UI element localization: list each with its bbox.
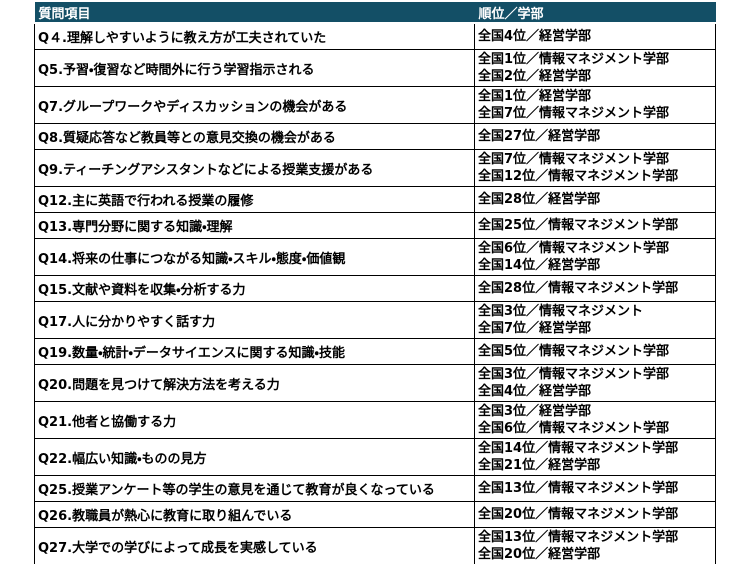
rank-line: 全国1位／経営学部 xyxy=(478,89,592,104)
table-row: Q13.専門分野に関する知識・理解 全国25位／情報マネジメント学部 xyxy=(34,212,716,239)
table-row: Q26.教職員が熱心に教育に取り組んでいる 全国20位／情報マネジメント学部 xyxy=(34,501,716,528)
question-cell: Q21.他者と協働する力 xyxy=(34,401,475,439)
table-row: Q19.数量・統計・データサイエンスに関する知識・技能 全国5位／情報マネジメント… xyxy=(34,338,716,365)
question-cell: Q20.問題を見つけて解決方法を考える力 xyxy=(34,364,475,402)
rank-cell: 全国1位／情報マネジメント学部 全国2位／経営学部 xyxy=(474,49,716,87)
rank-line: 全国28位／情報マネジメント学部 xyxy=(478,281,679,296)
rank-cell: 全国25位／情報マネジメント学部 xyxy=(474,212,716,239)
rank-cell: 全国6位／情報マネジメント学部 全国14位／経営学部 xyxy=(474,238,716,276)
rank-cell: 全国20位／情報マネジメント学部 xyxy=(474,501,716,528)
rank-cell: 全国1位／経営学部全国7位／情報マネジメント学部 xyxy=(474,86,716,124)
question-cell: Q17.人に分かりやすく話す力 xyxy=(34,301,475,339)
rank-cell: 全国7位／情報マネジメント学部 全国12位／情報マネジメント学部 xyxy=(474,149,716,187)
rank-line: 全国13位／情報マネジメント学部 xyxy=(478,481,679,496)
table-row: Q9.ティーチングアシスタントなどによる授業支援がある 全国7位／情報マネジメント… xyxy=(34,149,716,187)
question-cell: Q7.グループワークやディスカッションの機会がある xyxy=(34,86,475,124)
table-row: Q17.人に分かりやすく話す力 全国3位／情報マネジメント 全国7位／経営学部 xyxy=(34,301,716,339)
header-question-col: 質問項目 xyxy=(34,2,475,24)
rank-line: 全国20位／経営学部 xyxy=(478,547,601,562)
table-row: Q22.幅広い知識・ものの見方 全国14位／情報マネジメント学部 全国21位／経営学… xyxy=(34,438,716,476)
rank-cell: 全国3位／情報マネジメント 全国7位／経営学部 xyxy=(474,301,716,339)
table-body: Q４.理解しやすいように教え方が工夫されていた 全国4位／経営学部 Q5.予習・復習… xyxy=(34,22,716,564)
rank-cell: 全国4位／経営学部 xyxy=(474,22,716,50)
table-row: Q４.理解しやすいように教え方が工夫されていた 全国4位／経営学部 xyxy=(34,22,716,50)
survey-rank-table: 質問項目 順位／学部 Q４.理解しやすいように教え方が工夫されていた 全国4位／経… xyxy=(34,2,716,564)
rank-line: 全国14位／経営学部 xyxy=(478,258,601,273)
rank-line: 全国7位／経営学部 xyxy=(478,321,592,336)
table-row: Q25.授業アンケート等の学生の意見を通じて教育が良くなっている 全国13位／情報… xyxy=(34,475,716,502)
table-row: Q12.主に英語で行われる授業の履修 全国28位／経営学部 xyxy=(34,186,716,213)
rank-line: 全国28位／経営学部 xyxy=(478,192,601,207)
rank-line: 全国3位／情報マネジメント学部 xyxy=(478,367,670,382)
table-row: Q8.質疑応答など教員等との意見交換の機会がある 全国27位／経営学部 xyxy=(34,123,716,150)
table-row: Q14.将来の仕事につながる知識・スキル・態度・価値観 全国6位／情報マネジメント… xyxy=(34,238,716,276)
question-cell: Q４.理解しやすいように教え方が工夫されていた xyxy=(34,22,475,50)
rank-cell: 全国3位／情報マネジメント学部 全国4位／経営学部 xyxy=(474,364,716,402)
question-cell: Q25.授業アンケート等の学生の意見を通じて教育が良くなっている xyxy=(34,475,475,502)
rank-line: 全国3位／情報マネジメント xyxy=(478,304,644,319)
table-row: Q5.予習・復習など時間外に行う学習指示される 全国1位／情報マネジメント学部 全国… xyxy=(34,49,716,87)
table-row: Q20.問題を見つけて解決方法を考える力 全国3位／情報マネジメント学部 全国4位／… xyxy=(34,364,716,402)
rank-line: 全国25位／情報マネジメント学部 xyxy=(478,218,679,233)
rank-cell: 全国28位／情報マネジメント学部 xyxy=(474,275,716,302)
header-row: 質問項目 順位／学部 xyxy=(34,2,716,24)
rank-line: 全国7位／情報マネジメント学部 xyxy=(478,152,670,167)
rank-line: 全国14位／情報マネジメント学部 xyxy=(478,441,679,456)
question-cell: Q27.大学での学びによって成長を実感している xyxy=(34,527,475,564)
question-cell: Q15.文献や資料を収集・分析する力 xyxy=(34,275,475,302)
question-cell: Q19.数量・統計・データサイエンスに関する知識・技能 xyxy=(34,338,475,365)
rank-cell: 全国5位／情報マネジメント学部 xyxy=(474,338,716,365)
question-cell: Q5.予習・復習など時間外に行う学習指示される xyxy=(34,49,475,87)
question-cell: Q14.将来の仕事につながる知識・スキル・態度・価値観 xyxy=(34,238,475,276)
rank-line: 全国1位／情報マネジメント学部 xyxy=(478,52,670,67)
rank-line: 全国6位／情報マネジメント学部 xyxy=(478,241,670,256)
rank-line: 全国7位／情報マネジメント学部 xyxy=(478,106,670,121)
rank-line: 全国4位／経営学部 xyxy=(478,384,592,399)
table-row: Q27.大学での学びによって成長を実感している 全国13位／情報マネジメント学部全… xyxy=(34,527,716,564)
question-cell: Q22.幅広い知識・ものの見方 xyxy=(34,438,475,476)
rank-line: 全国5位／情報マネジメント学部 xyxy=(478,344,670,359)
table-row: Q15.文献や資料を収集・分析する力 全国28位／情報マネジメント学部 xyxy=(34,275,716,302)
rank-cell: 全国28位／経営学部 xyxy=(474,186,716,213)
rank-line: 全国27位／経営学部 xyxy=(478,129,601,144)
rank-line: 全国2位／経営学部 xyxy=(478,69,592,84)
rank-cell: 全国27位／経営学部 xyxy=(474,123,716,150)
rank-cell: 全国14位／情報マネジメント学部 全国21位／経営学部 xyxy=(474,438,716,476)
rank-line: 全国3位／経営学部 xyxy=(478,404,592,419)
rank-line: 全国20位／情報マネジメント学部 xyxy=(478,507,679,522)
rank-cell: 全国13位／情報マネジメント学部 全国20位／経営学部 xyxy=(474,527,716,564)
question-cell: Q9.ティーチングアシスタントなどによる授業支援がある xyxy=(34,149,475,187)
question-cell: Q26.教職員が熱心に教育に取り組んでいる xyxy=(34,501,475,528)
rank-line: 全国12位／情報マネジメント学部 xyxy=(478,169,679,184)
rank-line: 全国21位／経営学部 xyxy=(478,458,601,473)
question-cell: Q8.質疑応答など教員等との意見交換の機会がある xyxy=(34,123,475,150)
rank-cell: 全国13位／情報マネジメント学部 xyxy=(474,475,716,502)
rank-line: 全国13位／情報マネジメント学部 xyxy=(478,530,679,545)
question-cell: Q13.専門分野に関する知識・理解 xyxy=(34,212,475,239)
table-row: Q21.他者と協働する力 全国3位／経営学部全国6位／情報マネジメント学部 xyxy=(34,401,716,439)
rank-cell: 全国3位／経営学部全国6位／情報マネジメント学部 xyxy=(474,401,716,439)
question-cell: Q12.主に英語で行われる授業の履修 xyxy=(34,186,475,213)
table-row: Q7.グループワークやディスカッションの機会がある 全国1位／経営学部全国7位／情… xyxy=(34,86,716,124)
rank-line: 全国4位／経営学部 xyxy=(478,29,592,44)
table-header: 質問項目 順位／学部 xyxy=(34,2,716,24)
header-rank-col: 順位／学部 xyxy=(474,2,716,24)
rank-line: 全国6位／情報マネジメント学部 xyxy=(478,421,670,436)
